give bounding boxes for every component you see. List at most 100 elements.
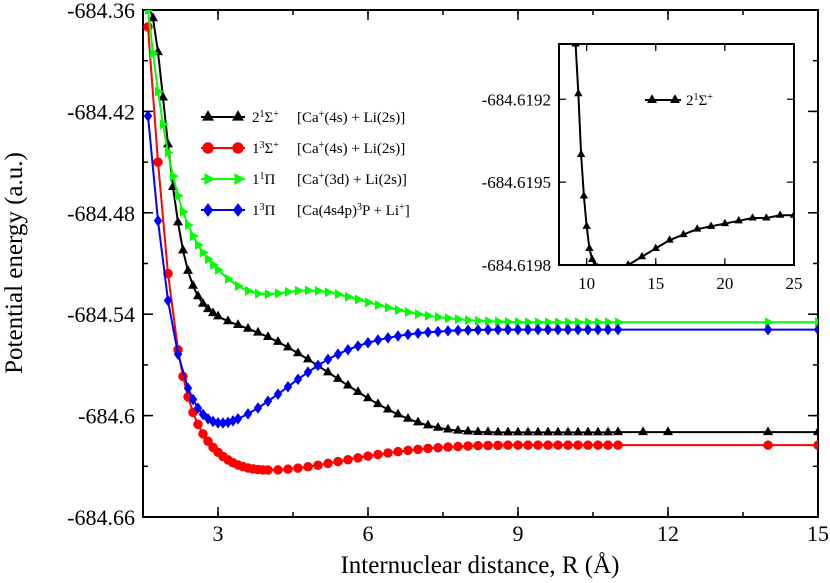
main-data-point <box>160 119 169 130</box>
inset-data-point <box>571 44 580 47</box>
main-data-point <box>415 309 424 320</box>
main-data-point <box>333 456 343 467</box>
main-data-point <box>763 323 773 336</box>
main-data-point <box>503 426 513 436</box>
main-data-point <box>313 460 323 471</box>
main-data-point <box>475 315 484 326</box>
main-data-point <box>150 48 159 59</box>
main-data-point <box>253 326 263 336</box>
inset-frame <box>558 43 795 266</box>
main-data-point <box>385 302 394 313</box>
inset-legend-symbol-sup: + <box>707 92 713 103</box>
inset-legend-state-sup: 1 <box>694 92 699 103</box>
legend-entry-2: 13Σ+ [Ca+(4s) + Li(2s)] <box>201 140 405 158</box>
legend-marker <box>202 110 214 121</box>
main-data-point <box>473 440 483 451</box>
legend-marker <box>234 173 245 185</box>
main-data-point <box>193 419 203 430</box>
main-data-point <box>533 323 543 336</box>
main-data-point <box>573 323 583 336</box>
main-data-point <box>255 288 264 299</box>
main-data-point <box>815 317 818 328</box>
main-data-point <box>813 440 818 450</box>
main-data-point <box>153 157 163 167</box>
main-data-point <box>363 451 373 461</box>
main-data-point <box>323 366 333 376</box>
inset-legend-marker <box>670 94 680 103</box>
legend-marker <box>204 173 215 185</box>
main-data-point <box>463 425 473 435</box>
main-data-point <box>178 244 188 254</box>
main-data-point <box>363 337 373 349</box>
main-data-point <box>303 366 313 378</box>
inset-legend-marker <box>647 94 657 103</box>
main-data-point <box>393 446 403 457</box>
legend-asymptote: [Ca(4s4p)3P + Li+] <box>297 202 410 220</box>
main-data-point <box>323 353 333 366</box>
legend-symbol-sup: + <box>273 140 279 151</box>
legend-label: 13Σ+ <box>252 140 279 158</box>
main-data-point <box>575 317 584 328</box>
main-data-point <box>423 419 433 429</box>
main-data-point <box>513 440 523 450</box>
inset-x-tick-label: 15 <box>647 274 664 293</box>
main-data-point <box>765 317 774 328</box>
main-data-point <box>263 395 273 407</box>
inset-data-point <box>637 251 647 260</box>
main-data-point <box>245 285 254 296</box>
legend-asym-part: (3d) + Li(2s)] <box>324 172 407 188</box>
main-data-point <box>443 442 453 452</box>
legend-asym-part: [Ca <box>297 110 319 126</box>
main-data-point <box>613 440 623 450</box>
legend-marker <box>202 203 214 217</box>
main-series-4 <box>143 110 818 429</box>
main-data-point <box>193 290 203 300</box>
main-data-point <box>188 280 198 289</box>
legend-state-sup: 1 <box>260 109 265 120</box>
main-data-point <box>813 323 818 336</box>
main-data-point <box>433 325 443 338</box>
main-data-point <box>615 317 624 328</box>
main-data-point <box>603 323 613 336</box>
main-data-point <box>483 426 493 436</box>
main-data-point <box>593 323 603 336</box>
main-data-point <box>273 388 283 400</box>
main-data-point <box>243 322 253 332</box>
main-y-tick-label: -684.36 <box>67 0 135 23</box>
main-data-point <box>343 343 353 356</box>
inset-y-tick-label: -684.6195 <box>482 173 551 192</box>
main-x-tick-label: 6 <box>363 521 374 546</box>
main-data-point <box>503 440 513 450</box>
main-data-point <box>533 426 543 436</box>
inset-series-1 <box>571 44 794 265</box>
main-data-point <box>253 402 263 414</box>
legend-marker <box>232 110 244 121</box>
legend-asymptote: [Ca+(4s) + Li(2s)] <box>297 109 405 127</box>
main-data-point <box>433 442 443 453</box>
inset-x-tick-label: 20 <box>716 274 733 293</box>
main-data-point <box>433 422 443 431</box>
inset-data-point <box>651 243 660 251</box>
inset-data-point <box>579 191 589 199</box>
legend-entry-1: 21Σ+ [Ca+(4s) + Li(2s)] <box>201 109 405 127</box>
main-y-tick-label: -684.54 <box>67 302 135 327</box>
main-data-point <box>375 300 384 311</box>
main-data-point <box>493 440 503 451</box>
main-data-point <box>383 448 393 458</box>
inset-legend-symbol: Σ <box>699 93 708 109</box>
main-data-point <box>813 426 818 436</box>
main-data-point <box>210 259 219 270</box>
inset-plot: 10 15 20 25 -684.6192 -684.6195 -684.6198 21Σ+ <box>482 43 803 293</box>
main-data-point <box>563 440 573 450</box>
main-data-point <box>413 327 423 340</box>
main-data-point <box>158 91 168 101</box>
main-data-point <box>563 323 573 336</box>
main-x-tick-label: 12 <box>657 521 679 546</box>
main-data-point <box>403 328 413 341</box>
main-y-tick-label: -684.42 <box>67 99 135 124</box>
main-data-point <box>218 417 228 429</box>
inset-data-point <box>592 260 598 265</box>
main-data-point <box>493 323 503 336</box>
main-data-point <box>373 334 383 346</box>
main-data-point <box>525 317 534 328</box>
